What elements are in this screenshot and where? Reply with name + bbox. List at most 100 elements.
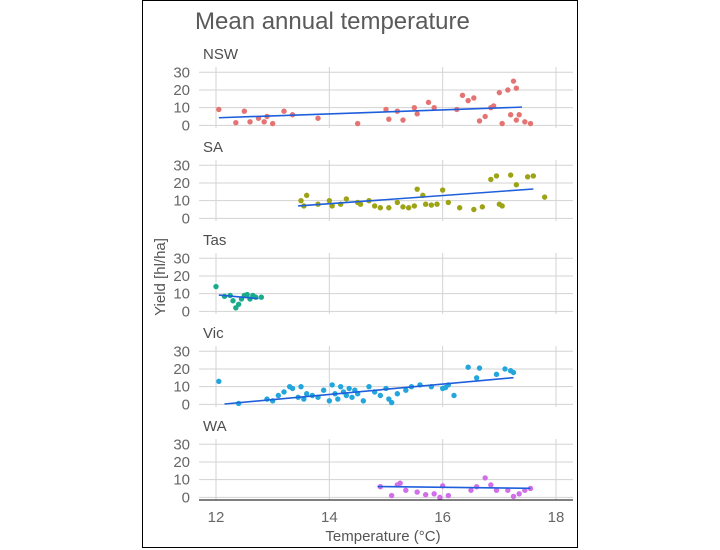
data-point xyxy=(400,117,406,123)
data-point xyxy=(482,113,488,120)
trend-line xyxy=(224,376,514,405)
data-point xyxy=(428,202,435,208)
data-point xyxy=(431,491,437,497)
data-point xyxy=(337,383,344,390)
data-point xyxy=(258,294,265,300)
data-point xyxy=(298,197,304,204)
y-tick-label: 10 xyxy=(173,472,190,489)
y-tick-label: 10 xyxy=(173,193,190,210)
data-point xyxy=(468,487,474,493)
data-point xyxy=(261,119,267,125)
trend-line xyxy=(218,106,523,119)
data-point xyxy=(394,199,401,206)
data-point xyxy=(326,197,333,204)
data-point xyxy=(289,385,296,392)
data-point xyxy=(394,391,401,397)
data-point xyxy=(471,95,477,101)
data-point xyxy=(505,487,511,493)
data-point xyxy=(320,387,327,393)
data-point xyxy=(315,115,321,121)
y-tick-label: 20 xyxy=(173,175,190,192)
data-point xyxy=(400,204,406,210)
y-tick-label: 20 xyxy=(173,268,190,285)
data-point xyxy=(527,120,534,127)
y-tick-label: 20 xyxy=(173,454,190,471)
data-point xyxy=(524,174,531,180)
data-point xyxy=(366,383,372,390)
trend-line xyxy=(377,485,531,490)
y-axis-title: Yield [hl/ha] xyxy=(152,238,169,316)
data-point xyxy=(388,492,395,499)
y-tick-label: 0 xyxy=(182,210,190,227)
data-point xyxy=(275,392,282,399)
data-point xyxy=(473,484,480,490)
facet-label: Vic xyxy=(203,325,224,342)
data-point xyxy=(335,396,341,402)
chart-title: Mean annual temperature xyxy=(195,8,470,35)
data-point xyxy=(230,298,236,304)
data-point xyxy=(516,491,522,497)
data-point xyxy=(513,117,520,123)
data-point xyxy=(303,391,310,397)
data-point xyxy=(298,383,304,390)
data-point xyxy=(434,201,440,207)
facet-label: NSW xyxy=(203,46,239,63)
trend-line xyxy=(298,188,534,207)
data-point xyxy=(425,99,432,106)
data-point xyxy=(527,485,534,492)
data-point xyxy=(343,196,350,202)
data-point xyxy=(213,283,219,290)
data-point xyxy=(513,182,520,188)
data-point xyxy=(507,112,514,118)
data-point xyxy=(303,192,310,199)
data-point xyxy=(233,119,239,126)
data-point xyxy=(414,111,420,117)
facet-label: WA xyxy=(203,418,227,435)
data-point xyxy=(488,176,494,183)
data-point xyxy=(513,85,520,91)
data-point xyxy=(281,389,287,395)
data-point xyxy=(411,203,418,209)
y-tick-label: 20 xyxy=(173,82,190,99)
y-tick-label: 0 xyxy=(182,303,190,320)
data-point xyxy=(445,199,452,206)
data-point xyxy=(301,396,307,402)
data-point xyxy=(244,291,250,298)
data-point xyxy=(414,186,420,192)
y-tick-label: 10 xyxy=(173,286,190,303)
data-point xyxy=(530,173,537,179)
data-point xyxy=(479,204,486,210)
data-point xyxy=(473,375,480,381)
data-point xyxy=(493,173,500,179)
y-tick-label: 10 xyxy=(173,379,190,396)
x-tick-label: 12 xyxy=(208,509,225,526)
data-point xyxy=(465,364,471,370)
data-point xyxy=(437,494,443,501)
data-point xyxy=(329,203,335,209)
data-point xyxy=(510,493,517,500)
data-point xyxy=(505,87,511,93)
data-point xyxy=(371,203,378,209)
data-point xyxy=(439,187,446,193)
data-point xyxy=(397,480,403,486)
data-point xyxy=(247,119,253,125)
y-tick-label: 10 xyxy=(173,100,190,117)
data-point xyxy=(329,382,335,388)
y-tick-label: 0 xyxy=(182,117,190,134)
data-point xyxy=(377,205,384,211)
data-point xyxy=(496,89,503,96)
data-point xyxy=(386,205,392,211)
data-point xyxy=(471,206,477,213)
y-tick-label: 30 xyxy=(173,343,190,360)
data-point xyxy=(465,97,471,104)
data-point xyxy=(459,92,466,98)
facet-label: Tas xyxy=(203,232,226,249)
data-point xyxy=(488,482,494,488)
y-tick-label: 0 xyxy=(182,489,190,506)
trend-line xyxy=(218,294,259,300)
facet-panels: 0102030NSW0102030SA0102030Tas0102030Vic0… xyxy=(173,46,573,506)
